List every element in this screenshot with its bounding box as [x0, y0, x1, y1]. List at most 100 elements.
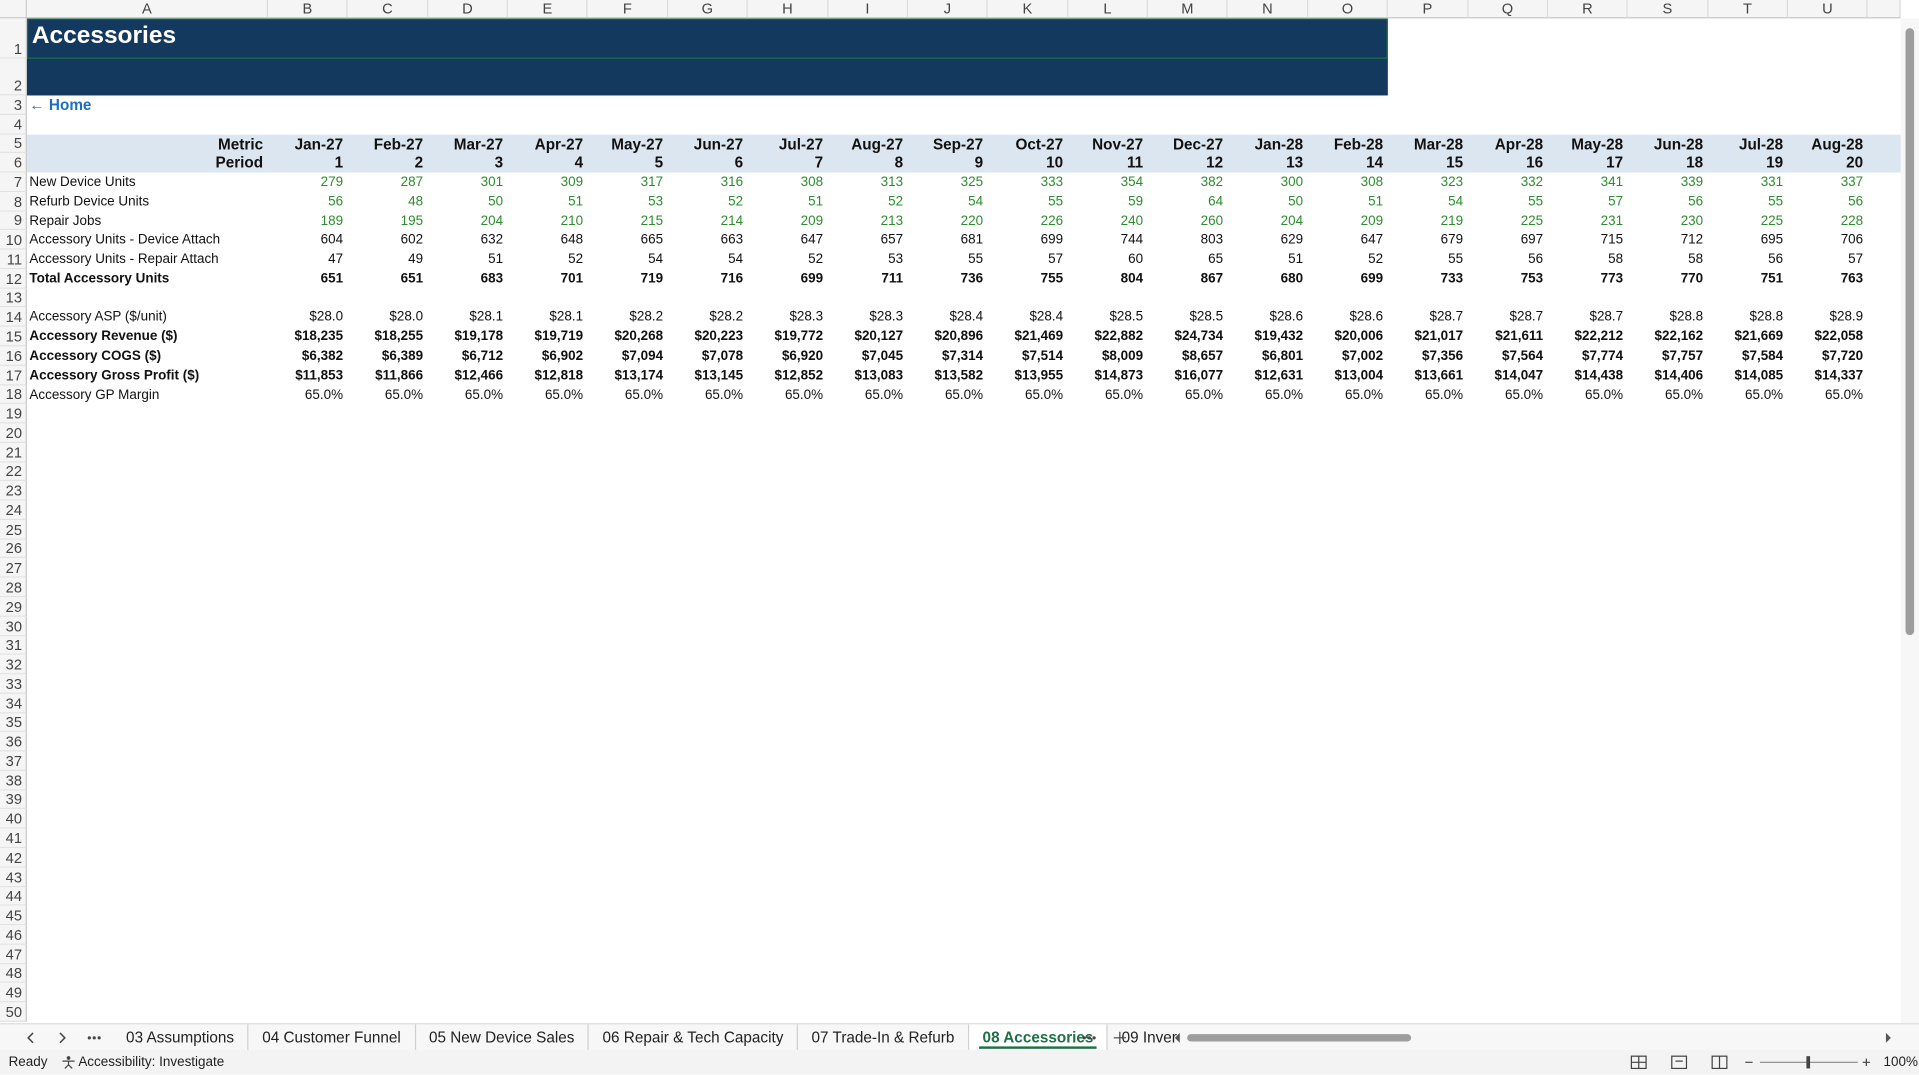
- row-header[interactable]: 25: [0, 520, 27, 540]
- row-header[interactable]: 31: [0, 635, 27, 656]
- cell-value: 219: [1440, 213, 1464, 229]
- row-header[interactable]: 20: [0, 423, 27, 443]
- row-header[interactable]: 21: [0, 442, 27, 463]
- row-header[interactable]: 49: [0, 983, 27, 1003]
- row-header[interactable]: 14: [0, 307, 27, 328]
- row-header[interactable]: 17: [0, 365, 27, 385]
- row-header[interactable]: 10: [0, 230, 27, 250]
- view-controls[interactable]: [1628, 1050, 1873, 1074]
- row-header[interactable]: 12: [0, 269, 27, 289]
- accessibility-status[interactable]: Accessibility: Investigate: [78, 1054, 225, 1070]
- row-header[interactable]: 1: [0, 18, 27, 59]
- row-header[interactable]: 18: [0, 384, 27, 405]
- column-header[interactable]: I: [828, 0, 909, 19]
- row-header[interactable]: 37: [0, 751, 27, 771]
- row-header[interactable]: 42: [0, 848, 27, 868]
- column-header[interactable]: P: [1388, 0, 1469, 19]
- sheet-tab[interactable]: 05 New Device Sales: [416, 1024, 590, 1051]
- row-header[interactable]: 43: [0, 867, 27, 887]
- row-header[interactable]: 15: [0, 327, 27, 347]
- cell-value: 308: [800, 175, 824, 190]
- column-header[interactable]: O: [1308, 0, 1389, 19]
- select-all[interactable]: [0, 0, 27, 19]
- row-header[interactable]: 30: [0, 616, 27, 636]
- column-header[interactable]: U: [1788, 0, 1869, 19]
- vertical-scrollbar[interactable]: [1900, 18, 1919, 1024]
- row-header[interactable]: 48: [0, 963, 27, 984]
- column-header[interactable]: A: [26, 0, 269, 19]
- row-header[interactable]: 28: [0, 577, 27, 598]
- column-header[interactable]: R: [1548, 0, 1629, 19]
- column-header[interactable]: G: [668, 0, 749, 19]
- column-header[interactable]: C: [348, 0, 429, 19]
- row-header[interactable]: 38: [0, 770, 27, 791]
- column-header[interactable]: T: [1708, 0, 1789, 19]
- row-header[interactable]: 2: [0, 58, 27, 96]
- column-header[interactable]: Q: [1468, 0, 1549, 19]
- cell-value: 65.0%: [1744, 387, 1784, 403]
- accessibility-icon: [62, 1056, 75, 1069]
- month-header: Dec-27: [1172, 135, 1224, 153]
- column-header[interactable]: J: [908, 0, 989, 19]
- sheet-tab[interactable]: 03 Assumptions: [113, 1024, 249, 1051]
- row-header[interactable]: 26: [0, 539, 27, 559]
- cell-value: $7,584: [1741, 348, 1784, 364]
- row-header[interactable]: 23: [0, 481, 27, 501]
- row-header[interactable]: 13: [0, 288, 27, 308]
- row-header[interactable]: 27: [0, 558, 27, 578]
- sheet-tab[interactable]: 07 Trade-In & Refurb: [798, 1024, 970, 1051]
- column-header[interactable]: E: [508, 0, 589, 19]
- row-header[interactable]: 5: [0, 134, 27, 154]
- row-header[interactable]: 9: [0, 211, 27, 231]
- month-header: May-28: [1571, 135, 1624, 153]
- row-header[interactable]: 3: [0, 95, 27, 115]
- horizontal-scrollbar[interactable]: [1169, 1024, 1903, 1050]
- tab-nav[interactable]: [15, 1024, 125, 1050]
- row-header[interactable]: 19: [0, 404, 27, 424]
- row-header[interactable]: 36: [0, 732, 27, 752]
- column-header[interactable]: F: [588, 0, 669, 19]
- period-header: 16: [1526, 154, 1544, 172]
- row-header[interactable]: 44: [0, 886, 27, 907]
- row-header[interactable]: 24: [0, 500, 27, 521]
- row-header[interactable]: 32: [0, 655, 27, 675]
- row-header[interactable]: 8: [0, 191, 27, 212]
- cell-value: 56: [1768, 252, 1784, 267]
- tab-actions[interactable]: [1077, 1024, 1150, 1050]
- row-header[interactable]: 50: [0, 1002, 27, 1022]
- sheet-tab[interactable]: 09 Inver: [1121, 1029, 1177, 1047]
- row-header[interactable]: 40: [0, 809, 27, 829]
- home-link[interactable]: ← Home: [29, 96, 92, 114]
- row-header[interactable]: 4: [0, 114, 27, 135]
- column-header[interactable]: K: [988, 0, 1069, 19]
- row-header[interactable]: 47: [0, 944, 27, 964]
- row-header[interactable]: 16: [0, 346, 27, 366]
- column-header[interactable]: H: [748, 0, 829, 19]
- row-header[interactable]: 46: [0, 925, 27, 945]
- row-header[interactable]: 39: [0, 790, 27, 810]
- row-header[interactable]: 7: [0, 172, 27, 192]
- row-header[interactable]: 34: [0, 693, 27, 714]
- period-header: 11: [1126, 154, 1144, 172]
- row-header[interactable]: 6: [0, 153, 27, 173]
- zoom-level[interactable]: 100%: [1883, 1054, 1918, 1070]
- scroll-thumb[interactable]: [1905, 28, 1915, 636]
- column-header[interactable]: D: [428, 0, 509, 19]
- row-header[interactable]: 33: [0, 674, 27, 694]
- row-label: Accessory ASP ($/unit): [29, 310, 167, 325]
- column-header[interactable]: L: [1068, 0, 1149, 19]
- row-header[interactable]: 22: [0, 462, 27, 482]
- row-header[interactable]: 35: [0, 713, 27, 733]
- column-header[interactable]: S: [1628, 0, 1709, 19]
- column-header[interactable]: M: [1148, 0, 1229, 19]
- cell-value: $7,514: [1021, 348, 1064, 364]
- sheet-tab[interactable]: 06 Repair & Tech Capacity: [589, 1024, 799, 1051]
- sheet-tab[interactable]: 04 Customer Funnel: [249, 1024, 416, 1051]
- column-header[interactable]: N: [1228, 0, 1309, 19]
- cell-value: $7,314: [941, 348, 984, 364]
- row-header[interactable]: 45: [0, 906, 27, 926]
- row-header[interactable]: 41: [0, 828, 27, 849]
- row-header[interactable]: 11: [0, 249, 27, 270]
- column-header[interactable]: B: [268, 0, 349, 19]
- row-header[interactable]: 29: [0, 597, 27, 617]
